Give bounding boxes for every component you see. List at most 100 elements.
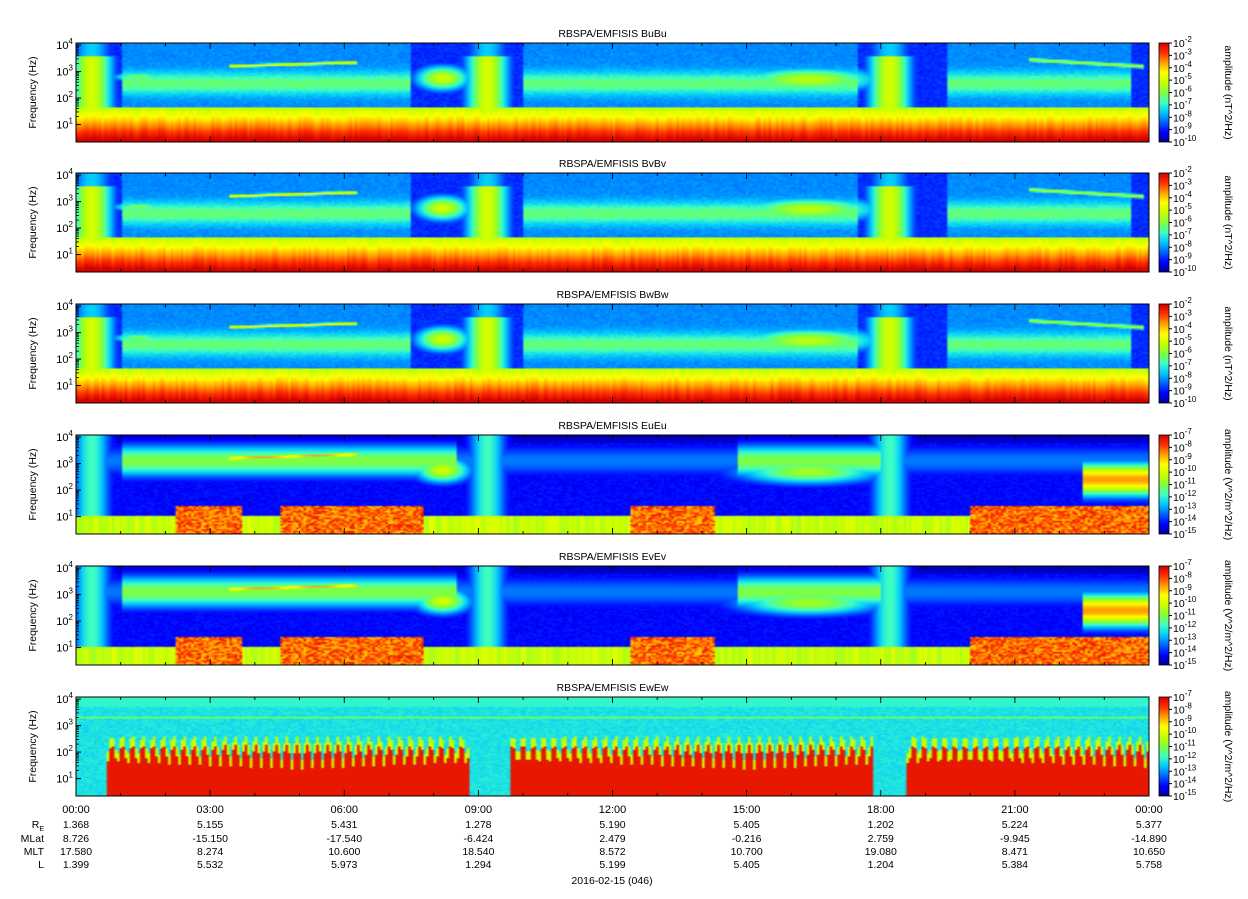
colorbar-tick-label: 10-4 — [1173, 60, 1192, 75]
spectrogram-panel: RBSPA/EMFISIS BvBv 104 103 102 101 Frequency … — [27, 158, 1234, 279]
colorbar-tick-label: 10-8 — [1173, 570, 1192, 585]
spectrogram-panel: RBSPA/EMFISIS EvEv 104 103 102 101 Frequency … — [27, 551, 1234, 672]
ephemeris-value: -14.890 — [1131, 833, 1167, 845]
spectrogram-image — [76, 173, 1149, 272]
colorbar-label: amplitude (V^2/m^2/Hz) — [1222, 691, 1234, 802]
panel-title: RBSPA/EMFISIS BvBv — [559, 158, 667, 170]
y-tick-label: 104 — [56, 37, 73, 52]
colorbar-tick-label: 10-15 — [1173, 657, 1197, 672]
y-tick-label: 103 — [56, 325, 73, 340]
y-tick-label: 102 — [56, 351, 73, 366]
spectrogram-image — [76, 435, 1149, 534]
colorbar — [1158, 42, 1170, 143]
colorbar-tick-label: 10-8 — [1173, 239, 1192, 254]
y-axis-label: Frequency (Hz) — [27, 186, 39, 258]
ephemeris-value: 10.650 — [1133, 846, 1165, 858]
colorbar-tick-label: 10-12 — [1173, 751, 1197, 766]
y-tick-label: 104 — [56, 560, 73, 575]
colorbar-tick-label: 10-7 — [1173, 97, 1192, 112]
ephemeris-value: 5.973 — [331, 859, 357, 871]
colorbar-tick-label: 10-14 — [1173, 514, 1197, 529]
panel-title: RBSPA/EMFISIS BuBu — [558, 28, 667, 40]
ephemeris-value: 5.405 — [733, 859, 759, 871]
ephemeris-value: 5.224 — [1002, 819, 1028, 831]
x-tick-label: 06:00 — [330, 804, 358, 816]
ephemeris-value: 19.080 — [865, 846, 897, 858]
y-axis-label: Frequency (Hz) — [27, 710, 39, 782]
colorbar-tick-label: 10-8 — [1173, 701, 1192, 716]
colorbar-tick-label: 10-10 — [1173, 264, 1197, 279]
colorbar — [1158, 303, 1170, 404]
ephemeris-value: 5.199 — [599, 859, 625, 871]
y-tick-label: 104 — [56, 298, 73, 313]
colorbar-tick-label: 10-10 — [1173, 464, 1197, 479]
panel-title: RBSPA/EMFISIS EwEw — [557, 682, 669, 694]
y-axis-label: Frequency (Hz) — [27, 448, 39, 520]
x-tick-label: 18:00 — [867, 804, 895, 816]
colorbar-tick-label: 10-6 — [1173, 346, 1192, 361]
ephemeris-value: 8.572 — [599, 846, 625, 858]
y-tick-label: 101 — [56, 771, 73, 786]
colorbar-tick-label: 10-7 — [1173, 689, 1192, 704]
ephemeris-row-label: L — [38, 859, 44, 871]
ephemeris-value: -15.150 — [192, 833, 228, 845]
ephemeris-value: 10.700 — [731, 846, 763, 858]
ephemeris-value: 2.479 — [599, 833, 625, 845]
colorbar-tick-label: 10-8 — [1173, 109, 1192, 124]
ephemeris-value: 5.532 — [197, 859, 223, 871]
spectrogram-image — [76, 43, 1149, 142]
ephemeris-value: 5.384 — [1002, 859, 1028, 871]
spectrogram-panel: RBSPA/EMFISIS EuEu 104 103 102 101 Frequency … — [27, 420, 1234, 541]
x-tick-label: 03:00 — [196, 804, 224, 816]
ephemeris-value: 10.600 — [328, 846, 360, 858]
y-tick-label: 104 — [56, 167, 73, 182]
colorbar-tick-label: 10-5 — [1173, 72, 1192, 87]
colorbar-tick-label: 10-12 — [1173, 620, 1197, 635]
x-tick-label: 09:00 — [465, 804, 493, 816]
colorbar-tick-label: 10-7 — [1173, 558, 1192, 573]
y-tick-label: 103 — [56, 718, 73, 733]
y-tick-label: 101 — [56, 117, 73, 132]
colorbar-label: amplitude (nT^2/Hz) — [1222, 306, 1234, 400]
x-tick-label: 15:00 — [733, 804, 761, 816]
y-tick-label: 102 — [56, 744, 73, 759]
colorbar-tick-label: 10-3 — [1173, 308, 1192, 323]
colorbar-tick-label: 10-2 — [1173, 165, 1192, 180]
y-tick-label: 102 — [56, 90, 73, 105]
y-tick-label: 103 — [56, 587, 73, 602]
ephemeris-row-label: MLat — [21, 833, 44, 845]
ephemeris-value: 1.204 — [868, 859, 894, 871]
ephemeris-value: 2.759 — [868, 833, 894, 845]
y-tick-label: 101 — [56, 247, 73, 262]
colorbar-tick-label: 10-8 — [1173, 370, 1192, 385]
y-tick-label: 103 — [56, 194, 73, 209]
y-tick-label: 103 — [56, 456, 73, 471]
spectrogram-image — [76, 566, 1149, 665]
colorbar — [1158, 172, 1170, 273]
ephemeris-value: 18.540 — [462, 846, 494, 858]
y-tick-label: 101 — [56, 640, 73, 655]
ephemeris-table: RE 1.368 5.155 5.431 1.278 5.190 5.405 1.202 5.2… — [21, 819, 1167, 871]
colorbar-tick-label: 10-2 — [1173, 296, 1192, 311]
ephemeris-value: 17.580 — [60, 846, 92, 858]
colorbar-tick-label: 10-4 — [1173, 321, 1192, 336]
colorbar-tick-label: 10-10 — [1173, 726, 1197, 741]
ephemeris-value: 1.368 — [63, 819, 89, 831]
colorbar-tick-label: 10-5 — [1173, 333, 1192, 348]
colorbar-tick-label: 10-9 — [1173, 252, 1192, 267]
colorbar-tick-label: 10-7 — [1173, 227, 1192, 242]
colorbar-label: amplitude (nT^2/Hz) — [1222, 45, 1234, 139]
spectrogram-image — [76, 697, 1149, 796]
spectrogram-panel: RBSPA/EMFISIS BwBw 104 103 102 101 Frequency … — [27, 289, 1234, 410]
colorbar-tick-label: 10-13 — [1173, 501, 1197, 516]
spectrogram-panels: RBSPA/EMFISIS BuBu 104 103 102 101 Frequency … — [27, 28, 1234, 803]
colorbar-tick-label: 10-9 — [1173, 583, 1192, 598]
colorbar-tick-label: 10-9 — [1173, 122, 1192, 137]
y-tick-label: 102 — [56, 613, 73, 628]
ephemeris-value: 5.155 — [197, 819, 223, 831]
colorbar — [1158, 434, 1170, 535]
ephemeris-value: 5.758 — [1136, 859, 1162, 871]
colorbar-tick-label: 10-15 — [1173, 788, 1197, 803]
colorbar-tick-label: 10-4 — [1173, 190, 1192, 205]
colorbar — [1158, 565, 1170, 666]
